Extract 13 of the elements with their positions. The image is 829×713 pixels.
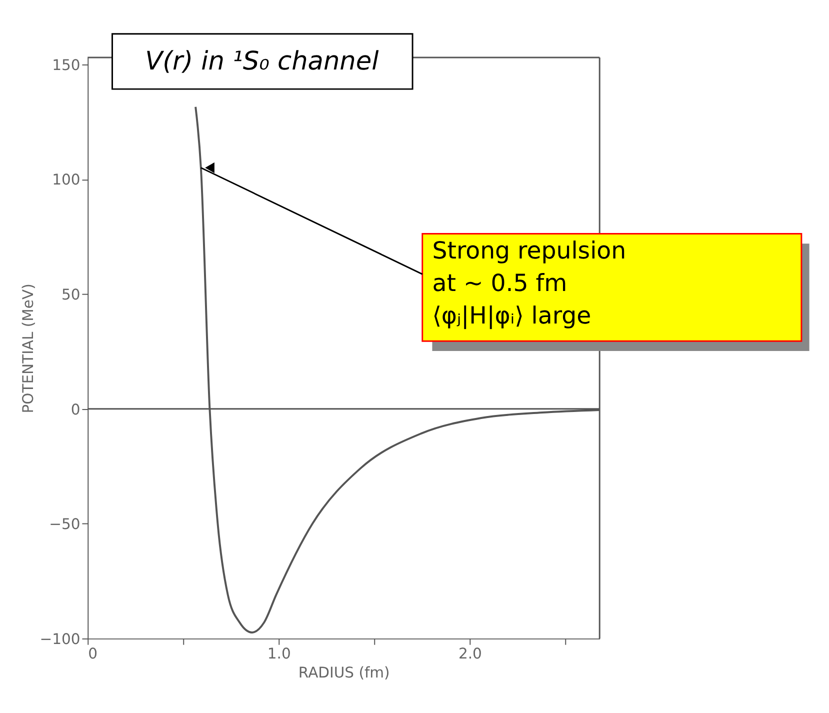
y-axis-title: POTENTIAL (MeV) <box>20 284 37 414</box>
y-tick-label: −100 <box>40 630 80 648</box>
y-tick-label: 0 <box>70 401 80 418</box>
chart-title: V(r) in ¹S₀ channel <box>145 46 379 76</box>
y-tick-label: −50 <box>49 516 80 534</box>
x-tick-label: 1.0 <box>267 646 291 663</box>
x-tick-label: 2.0 <box>458 646 482 663</box>
x-tick-label: 0 <box>88 646 98 663</box>
y-tick-label: 50 <box>61 286 80 304</box>
annotation: Strong repulsion at ~ 0.5 fm ⟨φⱼ|H|φᵢ⟩ large <box>432 236 626 330</box>
y-tick-label: 100 <box>52 172 80 189</box>
x-axis-title: RADIUS (fm) <box>298 664 390 682</box>
y-tick-label: 150 <box>52 56 80 74</box>
